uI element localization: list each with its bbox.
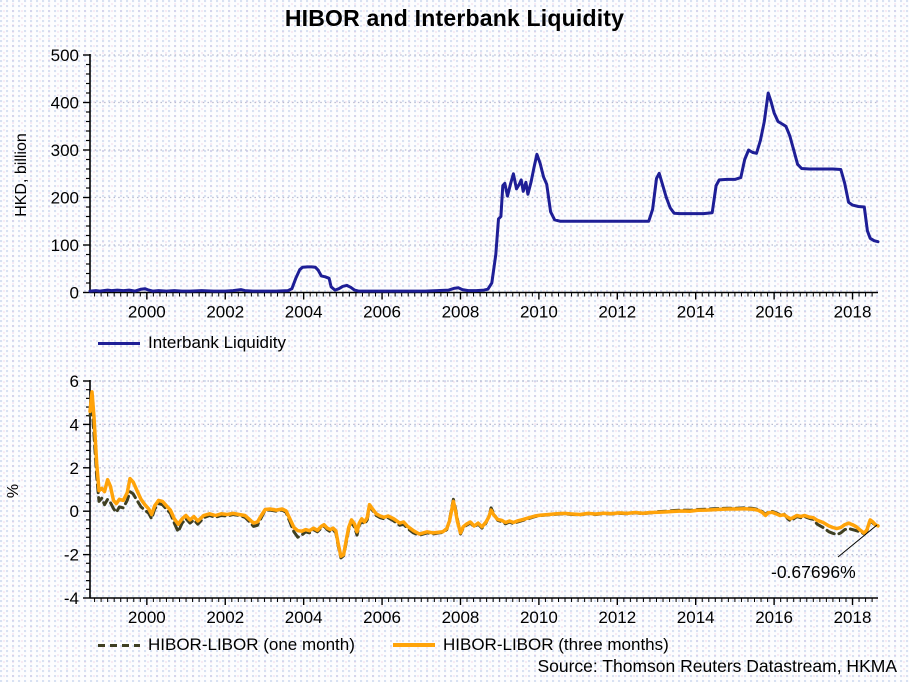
x-tick-label: 2006 — [363, 303, 401, 322]
x-tick-label: 2014 — [677, 303, 715, 322]
y-tick-label: 4 — [70, 415, 79, 434]
y-tick-label: 100 — [51, 236, 79, 255]
chart-title: HIBOR and Interbank Liquidity — [284, 5, 625, 31]
series-hibor-libor-three-months — [88, 390, 880, 559]
x-tick-label: 2014 — [677, 608, 715, 627]
x-tick-label: 2006 — [363, 608, 401, 627]
top-y-axis-label: HKD, billion — [13, 133, 30, 217]
x-tick-label: 2016 — [755, 303, 793, 322]
x-tick-label: 2016 — [755, 608, 793, 627]
liquidity-line-swatch — [98, 341, 140, 345]
x-tick-label: 2002 — [206, 303, 244, 322]
legend-label-three-months: HIBOR-LIBOR (three months) — [443, 635, 669, 654]
legend-label-liquidity: Interbank Liquidity — [148, 333, 286, 352]
y-tick-label: 0 — [70, 284, 79, 303]
legend-interbank-liquidity: Interbank Liquidity — [98, 333, 286, 353]
three-months-line-swatch — [393, 643, 435, 647]
x-tick-label: 2008 — [442, 608, 480, 627]
bottom-y-axis-label: % — [5, 483, 22, 499]
legend-hibor-libor-three-months: HIBOR-LIBOR (three months) — [393, 635, 669, 655]
interbank-liquidity-panel: 0 100 200 300 400 500 2000 2002 2004 2006 2008 2010… — [51, 46, 880, 322]
x-tick-label: 2004 — [285, 608, 323, 627]
x-tick-label: 2008 — [442, 303, 480, 322]
y-tick-label: 2 — [70, 459, 79, 478]
x-tick-label: 2012 — [598, 303, 636, 322]
x-tick-label: 2002 — [206, 608, 244, 627]
x-tick-label: 2000 — [128, 608, 166, 627]
series-hibor-libor-one-month — [88, 403, 880, 560]
annotation-leader-line — [837, 524, 878, 558]
y-tick-label: 300 — [51, 141, 79, 160]
source-note: Source: Thomson Reuters Datastream, HKMA — [537, 656, 897, 676]
x-tick-label: 2010 — [520, 608, 558, 627]
x-tick-label: 2000 — [128, 303, 166, 322]
y-tick-label: 200 — [51, 189, 79, 208]
y-tick-label: 6 — [70, 372, 79, 391]
y-tick-label: -4 — [64, 589, 79, 608]
last-value-annotation: -0.67696% — [771, 562, 856, 582]
y-tick-label: 400 — [51, 94, 79, 113]
y-tick-label: 0 — [70, 502, 79, 521]
y-tick-label: 500 — [51, 46, 79, 65]
x-tick-label: 2012 — [598, 608, 636, 627]
legend-hibor-libor-one-month: HIBOR-LIBOR (one month) — [98, 635, 355, 655]
x-tick-label: 2004 — [285, 303, 323, 322]
one-month-line-swatch — [98, 643, 140, 647]
legend-label-one-month: HIBOR-LIBOR (one month) — [148, 635, 355, 654]
y-tick-label: -2 — [64, 546, 79, 565]
x-tick-label: 2010 — [520, 303, 558, 322]
hibor-libor-spread-panel: -4 -2 0 2 4 6 2000 2002 2004 2006 2008 2010 2012 2014… — [64, 372, 880, 627]
series-interbank-liquidity — [88, 91, 880, 293]
x-tick-label: 2018 — [834, 303, 872, 322]
x-tick-label: 2018 — [834, 608, 872, 627]
